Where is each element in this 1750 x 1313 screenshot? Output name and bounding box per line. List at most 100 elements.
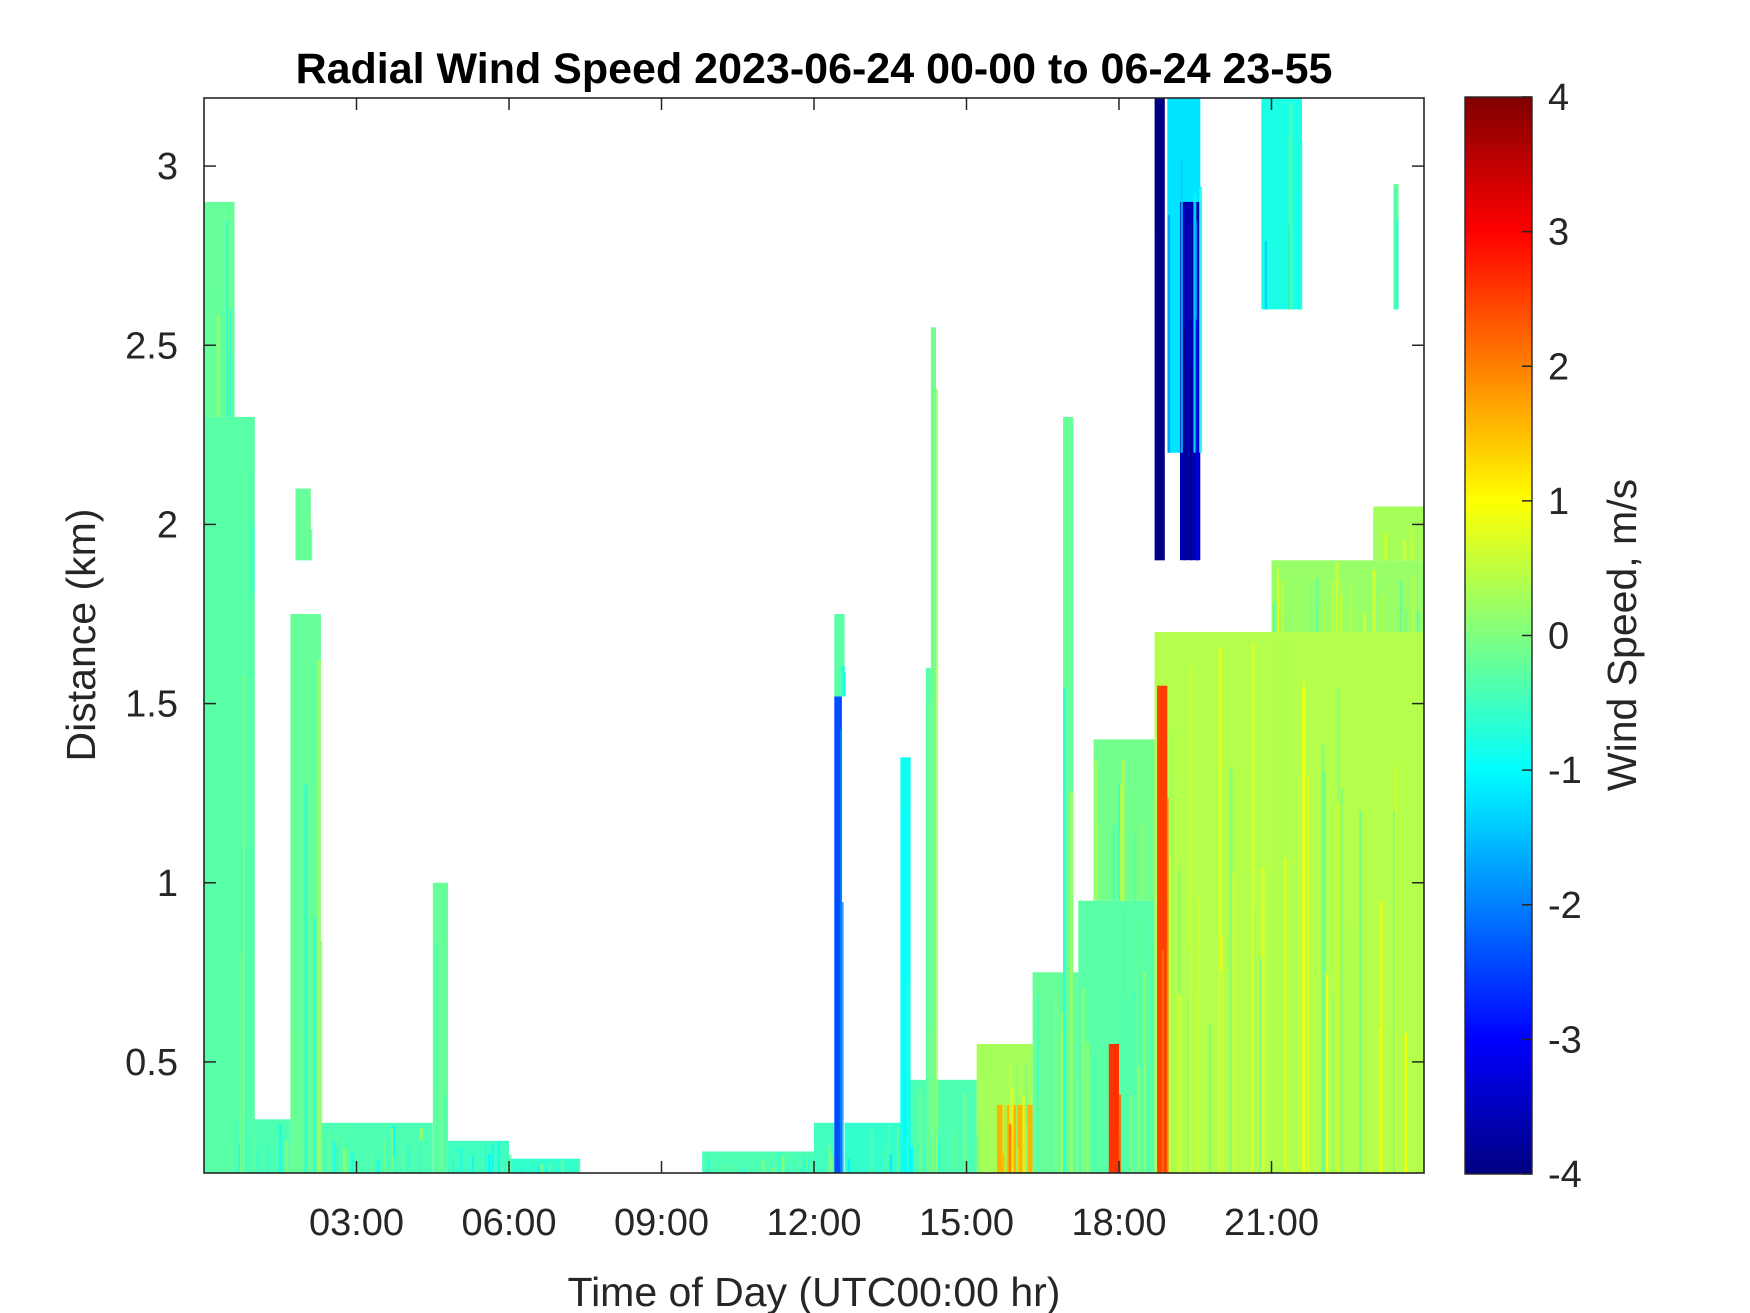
heatmap-streak <box>1002 1103 1006 1173</box>
heatmap-streak <box>840 902 844 1173</box>
heatmap-streak <box>1405 611 1408 632</box>
heatmap-streak <box>1379 1029 1382 1173</box>
heatmap-streak <box>317 659 321 1173</box>
heatmap-streak <box>1094 760 1098 901</box>
heatmap-cell <box>295 488 311 561</box>
heatmap-streak <box>1137 1067 1141 1173</box>
y-tick-label: 1.5 <box>125 684 178 726</box>
heatmap-streak <box>1353 607 1356 632</box>
heatmap-streak <box>391 1127 394 1173</box>
heatmap-streak <box>221 281 223 417</box>
heatmap-texture <box>204 103 1420 1173</box>
x-tick-label: 06:00 <box>461 1202 556 1244</box>
heatmap-streak <box>226 221 228 417</box>
heatmap-streak <box>1338 687 1340 1173</box>
heatmap-streak <box>1400 580 1403 632</box>
x-tick-label: 12:00 <box>766 1202 861 1244</box>
heatmap-cell <box>509 1158 581 1173</box>
heatmap-streak <box>1134 833 1136 901</box>
y-axis: 0.5 1 1.5 2 2.5 3 <box>125 146 1424 1084</box>
heatmap-streak <box>548 1164 550 1173</box>
heatmap-streak <box>460 1148 463 1173</box>
heatmap-streak <box>1404 1033 1408 1173</box>
heatmap-streak <box>1393 810 1396 1173</box>
heatmap-streak <box>538 1168 542 1173</box>
heatmap-streak <box>1166 798 1169 1173</box>
heatmap-streak <box>1063 688 1066 1173</box>
heatmap-streak <box>1130 1095 1134 1173</box>
heatmap-streak <box>927 703 931 1173</box>
heatmap-streak <box>1264 240 1268 310</box>
colorbar-tick-label: -3 <box>1548 1019 1582 1061</box>
heatmap-streak <box>953 1129 955 1173</box>
heatmap-cell <box>702 1151 814 1173</box>
heatmap-streak <box>852 1148 854 1173</box>
heatmap-streak <box>1363 612 1366 632</box>
heatmap-streak <box>508 1154 512 1173</box>
heatmap-streak <box>1298 197 1300 310</box>
heatmap-streak <box>1335 562 1339 632</box>
y-tick-label: 3 <box>157 146 178 188</box>
heatmap-streak <box>1396 218 1399 310</box>
heatmap-streak <box>1155 230 1157 561</box>
heatmap-streak <box>1300 705 1302 1173</box>
heatmap-streak <box>746 1164 748 1173</box>
heatmap-streak <box>938 1141 940 1173</box>
heatmap-streak <box>1183 328 1185 561</box>
heatmap-streak <box>707 1157 710 1173</box>
colorbar-tick-label: 2 <box>1548 346 1569 388</box>
heatmap-streak <box>1315 578 1319 632</box>
colorbar-label: Wind Speed, m/s <box>1599 479 1645 791</box>
heatmap-cell <box>1261 98 1302 310</box>
heatmap-streak <box>1349 582 1353 632</box>
heatmap-streak <box>962 1092 967 1173</box>
heatmap-streak <box>343 1148 347 1173</box>
heatmap-streak <box>242 676 245 1173</box>
heatmap-streak <box>564 1161 568 1173</box>
heatmap-streak <box>762 1160 765 1173</box>
heatmap-streak <box>844 672 846 697</box>
heatmap-streak <box>1337 802 1339 1173</box>
heatmap-streak <box>883 1145 888 1173</box>
heatmap-streak <box>257 1148 260 1173</box>
heatmap-streak <box>253 1138 255 1173</box>
heatmap-streak <box>1394 766 1398 1173</box>
heatmap-cell <box>1373 506 1424 561</box>
heatmap-streak <box>1331 581 1334 632</box>
heatmap-streak <box>910 1146 914 1173</box>
heatmap-streak <box>1168 858 1172 1173</box>
heatmap-streak <box>229 309 232 417</box>
heatmap-streak <box>292 1032 295 1173</box>
heatmap-streak <box>577 1160 580 1173</box>
heatmap-streak <box>1277 569 1280 632</box>
heatmap-streak <box>1022 1095 1026 1173</box>
heatmap-streak <box>1086 1042 1090 1173</box>
heatmap-streak <box>1118 1094 1122 1173</box>
colorbar-tick-label: 4 <box>1548 77 1569 119</box>
heatmap-streak <box>1011 1087 1014 1173</box>
heatmap-streak <box>1288 224 1290 310</box>
heatmap-streak <box>1037 996 1039 1173</box>
heatmap-streak <box>285 1141 288 1173</box>
heatmap-streak <box>1284 858 1288 1173</box>
heatmap-streak <box>1339 574 1342 632</box>
heatmap-streak <box>1093 1055 1096 1173</box>
heatmap-streak <box>781 1155 785 1173</box>
heatmap-streak <box>1289 103 1293 310</box>
heatmap-streak <box>1332 996 1335 1173</box>
heatmap-streak <box>800 1165 804 1173</box>
heatmap-streak <box>1008 1123 1012 1173</box>
heatmap-streak <box>403 1147 406 1173</box>
heatmap-cell <box>1271 560 1424 632</box>
heatmap-streak <box>492 1143 494 1173</box>
heatmap-streak <box>506 1164 509 1173</box>
heatmap-streak <box>383 1141 386 1173</box>
heatmap-streak <box>488 1154 492 1173</box>
heatmap-streak <box>1310 581 1313 632</box>
heatmap-streak <box>1284 608 1288 632</box>
heatmap-streak <box>420 1139 423 1173</box>
heatmap-streak <box>1199 186 1203 453</box>
heatmap-streak <box>1190 366 1193 561</box>
heatmap-streak <box>702 1165 704 1173</box>
heatmap-streak <box>1307 774 1310 1173</box>
